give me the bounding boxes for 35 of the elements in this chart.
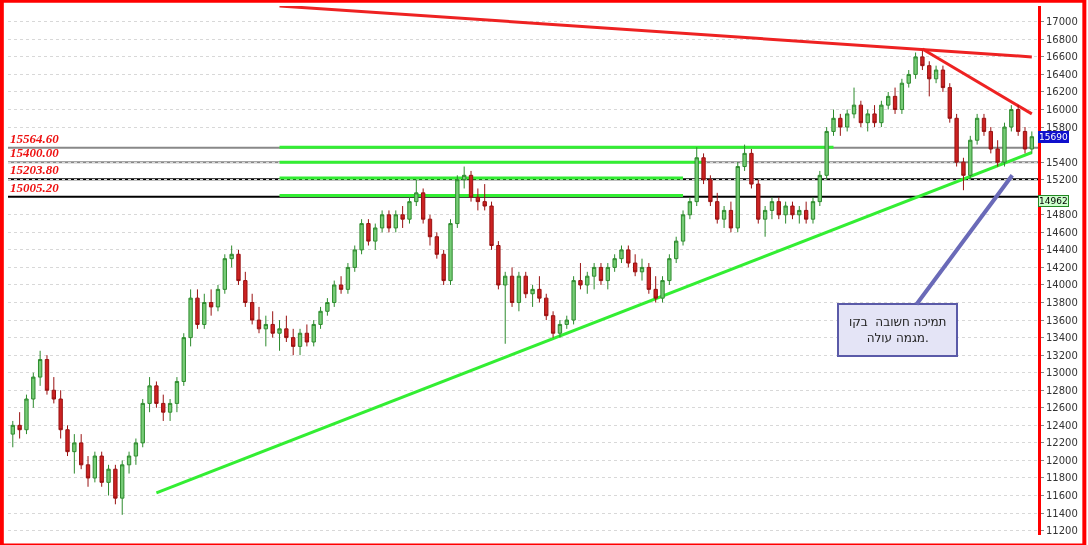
y-tick-label: 13400	[1046, 332, 1078, 344]
y-tick-label: 13600	[1046, 314, 1078, 326]
annotation: 14962	[1039, 196, 1068, 206]
y-tick-label: 12400	[1046, 419, 1078, 431]
ref-line-label: 15400.00	[10, 145, 60, 160]
y-tick-label: 14800	[1046, 209, 1078, 221]
ref-line-label: 15203.80	[10, 162, 60, 177]
annotation: 15690	[1039, 132, 1068, 142]
y-tick-label: 15200	[1046, 174, 1078, 186]
ref-line-label: 15564.60	[10, 131, 60, 146]
y-tick-label: 13800	[1046, 297, 1078, 309]
y-tick-label: 16600	[1046, 51, 1078, 63]
y-tick-label: 13200	[1046, 349, 1078, 361]
y-tick-label: 15400	[1046, 156, 1078, 168]
y-tick-label: 16400	[1046, 68, 1078, 80]
y-tick-label: 13000	[1046, 367, 1078, 379]
y-tick-label: 12800	[1046, 384, 1078, 396]
y-tick-label: 11800	[1046, 472, 1078, 484]
y-tick-label: 12200	[1046, 437, 1078, 449]
y-tick-label: 16000	[1046, 104, 1078, 116]
y-tick-label: 12600	[1046, 402, 1078, 414]
y-tick-label: 14400	[1046, 244, 1078, 256]
y-tick-label: 11200	[1046, 525, 1078, 537]
y-tick-label: 12000	[1046, 454, 1078, 466]
y-tick-label: 16800	[1046, 33, 1078, 45]
y-tick-label: 17000	[1046, 16, 1078, 28]
annotation: תמיכה חשובה בקו מגמה עולה.	[849, 315, 947, 345]
y-tick-label: 14200	[1046, 261, 1078, 273]
ref-line-label: 15005.20	[10, 180, 60, 195]
y-tick-label: 16200	[1046, 86, 1078, 98]
y-tick-label: 14600	[1046, 226, 1078, 238]
y-tick-label: 14000	[1046, 279, 1078, 291]
y-tick-label: 15800	[1046, 121, 1078, 133]
y-tick-label: 11600	[1046, 490, 1078, 502]
y-tick-label: 11400	[1046, 507, 1078, 519]
